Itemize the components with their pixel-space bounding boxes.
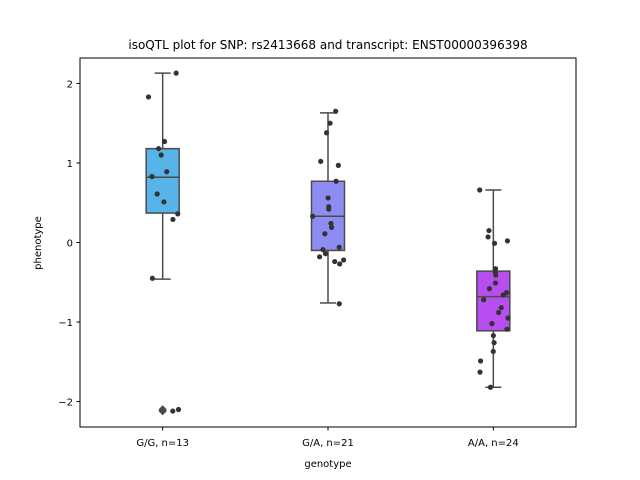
data-point xyxy=(325,195,331,201)
data-point xyxy=(328,220,334,227)
data-point xyxy=(486,286,493,292)
y-tick-label: −2 xyxy=(58,398,73,409)
x-tick-label: G/A, n=21 xyxy=(302,438,354,449)
data-point xyxy=(493,272,499,278)
y-axis: 2 1 0 −1 −2 xyxy=(58,79,80,409)
data-point xyxy=(486,227,492,234)
x-axis-label: genotype xyxy=(304,459,351,470)
data-point xyxy=(477,358,484,364)
data-point xyxy=(477,369,483,375)
data-point xyxy=(487,384,494,390)
data-point xyxy=(496,309,502,316)
y-tick-label: −1 xyxy=(58,318,73,329)
points-layer xyxy=(145,70,511,414)
data-point xyxy=(337,261,343,267)
data-point xyxy=(322,231,328,237)
data-point xyxy=(156,146,162,152)
data-point xyxy=(490,332,496,339)
data-point xyxy=(327,120,333,126)
data-point xyxy=(489,321,495,327)
data-point xyxy=(149,173,155,180)
data-point xyxy=(145,94,152,100)
data-point xyxy=(326,206,332,212)
chart-title: isoQTL plot for SNP: rs2413668 and trans… xyxy=(128,38,527,52)
data-point xyxy=(323,130,330,136)
data-point xyxy=(317,254,323,260)
x-tick-label: G/G, n=13 xyxy=(136,438,189,449)
data-point xyxy=(318,158,324,164)
outlier-marker xyxy=(158,406,167,416)
data-point xyxy=(173,70,179,76)
data-point xyxy=(336,244,342,250)
data-point xyxy=(477,187,483,193)
data-point xyxy=(481,297,487,303)
data-point xyxy=(333,108,339,114)
data-point xyxy=(485,234,491,240)
x-tick-label: A/A, n=24 xyxy=(468,438,519,449)
data-point xyxy=(175,406,182,413)
data-point xyxy=(490,348,496,355)
data-point xyxy=(322,251,329,257)
data-point xyxy=(158,152,164,158)
data-point xyxy=(170,216,176,223)
data-point xyxy=(491,340,497,346)
y-tick-label: 0 xyxy=(67,239,73,250)
data-point xyxy=(492,266,499,272)
data-point xyxy=(336,301,342,307)
data-point xyxy=(491,240,498,246)
y-tick-label: 2 xyxy=(67,79,73,90)
data-point xyxy=(500,292,506,298)
y-axis-label: phenotype xyxy=(33,216,44,270)
data-point xyxy=(332,258,338,265)
data-point xyxy=(149,275,155,281)
data-point xyxy=(170,408,176,414)
data-point xyxy=(492,280,499,286)
data-point xyxy=(333,178,339,184)
x-axis: G/G, n=13 G/A, n=21 A/A, n=24 xyxy=(136,427,519,449)
data-point xyxy=(164,169,170,175)
data-point xyxy=(175,211,181,217)
data-point xyxy=(161,138,168,145)
box-group xyxy=(310,112,346,304)
data-point xyxy=(320,247,326,253)
data-point xyxy=(335,162,341,168)
data-point xyxy=(328,224,335,230)
data-point xyxy=(154,191,160,197)
data-point xyxy=(504,238,511,244)
data-point xyxy=(504,326,510,332)
y-tick-label: 1 xyxy=(67,159,73,170)
data-point xyxy=(498,305,504,311)
data-point xyxy=(310,213,316,219)
data-point xyxy=(340,257,347,263)
data-point xyxy=(505,315,511,321)
data-point xyxy=(161,199,167,205)
